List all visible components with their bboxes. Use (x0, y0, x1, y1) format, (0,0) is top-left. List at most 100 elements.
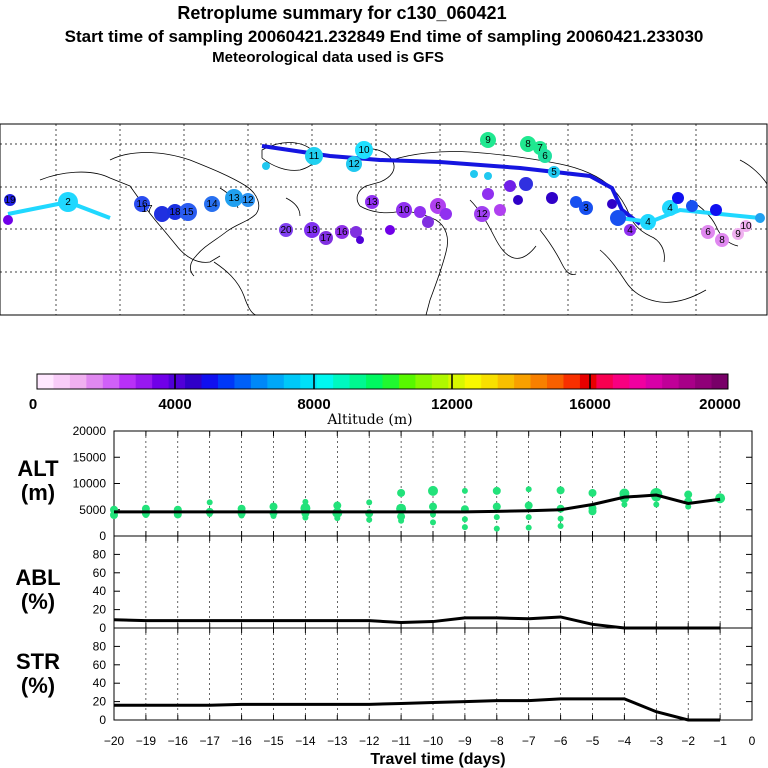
colorbar-swatch (596, 374, 614, 389)
alt-data-point (334, 515, 341, 522)
colorbar-swatch (612, 374, 630, 389)
y-tick-label: 40 (93, 676, 107, 690)
x-tick-label: −20 (104, 734, 125, 748)
coastlines (39, 142, 768, 316)
map-marker (755, 213, 765, 223)
x-tick-label: −6 (554, 734, 568, 748)
map-label: 13 (366, 197, 378, 208)
alt-data-point (429, 502, 437, 511)
map-label: 9 (485, 135, 491, 146)
colorbar-tick-label: 20000 (699, 396, 741, 413)
colorbar-swatch (514, 374, 532, 389)
alt-data-point (557, 515, 564, 522)
x-tick-label: −2 (681, 734, 695, 748)
colorbar-swatch (662, 374, 680, 389)
colorbar-swatch (316, 374, 334, 389)
map-marker (672, 192, 684, 204)
alt-data-point (302, 514, 309, 521)
map-marker (440, 208, 452, 220)
y-tick-label: 0 (99, 621, 106, 635)
alt-data-point (397, 488, 406, 497)
alt-data-point (493, 525, 500, 532)
colorbar-swatch (349, 374, 367, 389)
x-tick-label: −3 (649, 734, 663, 748)
alt-data-point (588, 507, 597, 516)
colorbar-swatch (300, 374, 318, 389)
alt-data-point (492, 486, 501, 495)
colorbar-swatch (250, 374, 268, 389)
x-tick-label: −15 (263, 734, 284, 748)
map-marker (732, 228, 744, 240)
y-tick-label: 10000 (73, 477, 107, 491)
alt-data-point (238, 512, 245, 519)
map-label: 13 (228, 193, 240, 204)
map-label: 14 (206, 199, 218, 210)
alt-data-point (333, 501, 342, 510)
x-tick-label: −7 (522, 734, 536, 748)
y-tick-label: 40 (93, 584, 107, 598)
map-marker (58, 192, 78, 212)
map-marker (640, 214, 656, 230)
colorbar-swatch (497, 374, 515, 389)
map-marker (355, 141, 373, 159)
map-marker (346, 156, 362, 172)
map-label: 12 (348, 159, 360, 170)
y-tick-label: 20 (93, 603, 107, 617)
map-gridlines (0, 124, 767, 315)
map-label: 16 (336, 227, 348, 238)
map-marker (356, 236, 364, 244)
map-marker (548, 166, 560, 178)
map-marker (279, 223, 293, 237)
alt-data-point (557, 523, 564, 530)
colorbar-swatch (333, 374, 351, 389)
alt-data-point (492, 502, 501, 511)
map-marker (134, 196, 150, 212)
map-marker (179, 203, 197, 221)
colorbar-swatch (217, 374, 235, 389)
trajectory-track-upper (261, 144, 642, 226)
alt-data-point (685, 503, 692, 510)
map-label: 5 (551, 167, 557, 178)
alt-data-point (366, 499, 373, 506)
map-label: 20 (280, 225, 292, 236)
map-marker (241, 193, 255, 207)
map-marker (538, 149, 552, 163)
map-marker (365, 195, 379, 209)
map-marker (154, 206, 170, 222)
x-tick-label: −19 (136, 734, 157, 748)
map-label: 6 (435, 201, 441, 212)
alt-ylabel-line2: (m) (21, 480, 55, 505)
map-marker (494, 204, 506, 216)
y-tick-label: 0 (99, 713, 106, 727)
map-marker (686, 200, 698, 212)
map-label: 17 (141, 204, 153, 215)
colorbar-swatch (267, 374, 285, 389)
colorbar-title: Altitude (m) (326, 412, 412, 428)
colorbar-swatch (579, 374, 597, 389)
altitude-colorbar (37, 374, 729, 389)
colorbar-ticks: 0 4000 8000 12000 16000 20000 (29, 396, 741, 413)
colorbar-swatch (135, 374, 153, 389)
alt-data-point (588, 488, 597, 497)
map-marker (520, 136, 536, 152)
y-tick-label: 60 (93, 566, 107, 580)
alt-data-point (366, 516, 373, 523)
map-label: 18 (306, 225, 318, 236)
colorbar-swatch (431, 374, 449, 389)
map-marker (710, 204, 722, 216)
y-tick-label: 15000 (73, 450, 107, 464)
x-tick-label: −9 (458, 734, 472, 748)
time-series-panels: 0 5000 10000 15000 20000 0 20 40 60 80 0 20 40 60 80 −2… (73, 424, 756, 748)
y-tick-label: 80 (93, 639, 107, 653)
alt-data-point (269, 502, 278, 511)
alt-data-point (461, 524, 468, 531)
map-marker (484, 172, 492, 180)
alt-data-point (621, 501, 628, 508)
map-label: 8 (525, 139, 531, 150)
map-label: 19 (4, 195, 16, 206)
x-tick-label: −12 (359, 734, 380, 748)
sampling-times: Start time of sampling 20060421.232849 E… (65, 27, 704, 46)
x-tick-label: −11 (391, 734, 411, 748)
x-tick-label: −4 (618, 734, 632, 748)
